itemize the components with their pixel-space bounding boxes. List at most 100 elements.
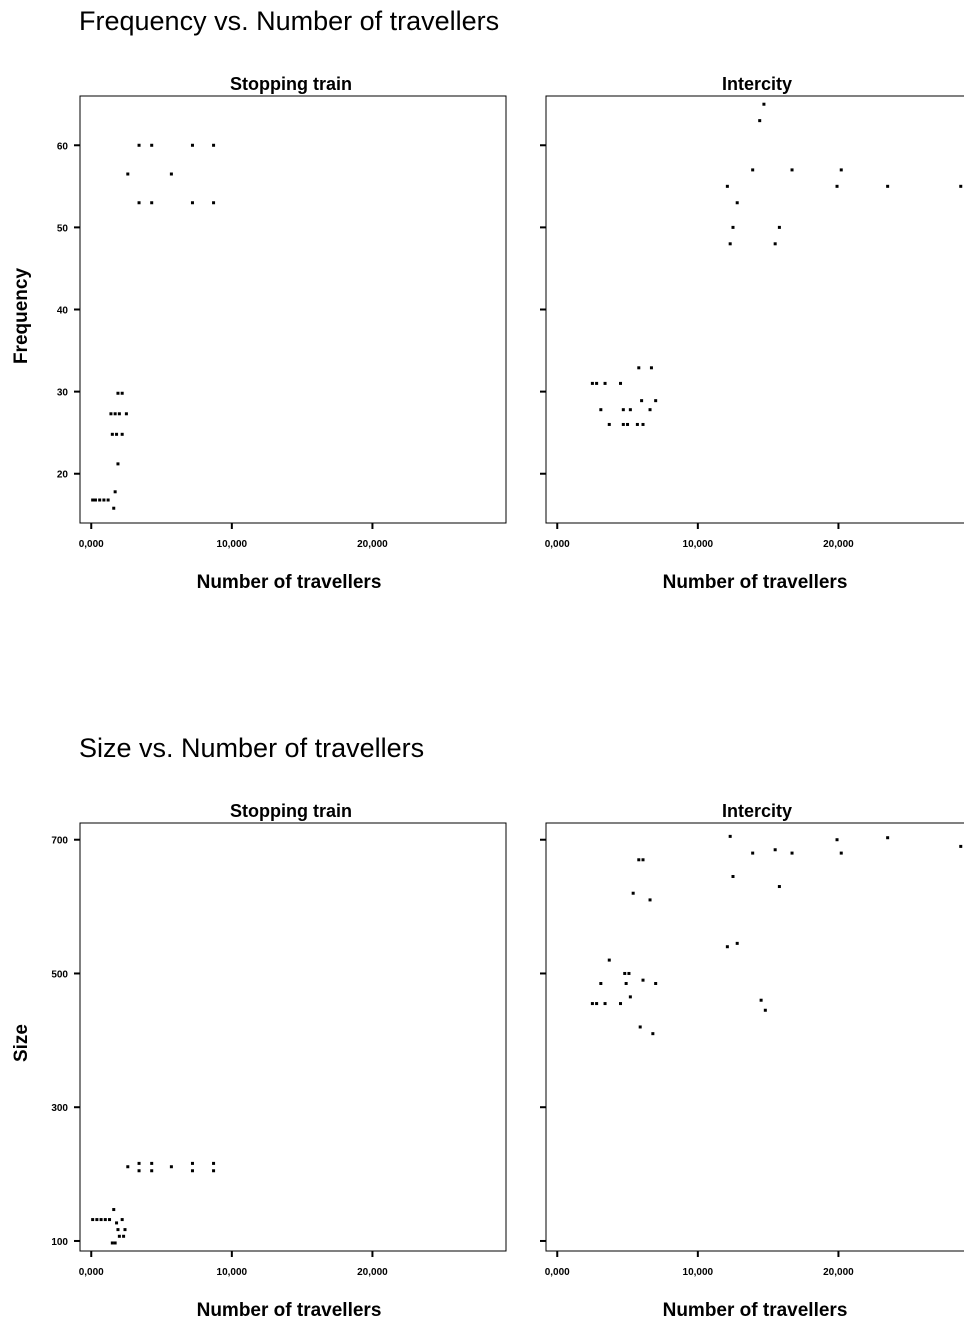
data-point <box>137 143 141 147</box>
plot-frame <box>545 95 964 524</box>
data-point <box>99 1218 103 1222</box>
data-point <box>773 848 777 852</box>
data-point <box>137 201 141 205</box>
data-point <box>150 1161 154 1165</box>
y-axis-label: Size <box>11 1024 32 1062</box>
data-point <box>113 1241 117 1245</box>
data-point <box>648 898 652 902</box>
data-point <box>641 978 645 982</box>
data-point <box>641 858 645 862</box>
data-point <box>735 941 739 945</box>
data-point <box>117 412 121 416</box>
data-point <box>631 891 635 895</box>
data-point <box>109 412 113 416</box>
data-point <box>150 1169 154 1173</box>
data-point <box>110 1241 114 1245</box>
y-tick-label: 700 <box>51 836 68 847</box>
data-point <box>120 432 124 436</box>
data-point <box>98 498 102 502</box>
data-point <box>110 432 114 436</box>
data-point <box>627 971 631 975</box>
x-tick-label: 0,000 <box>79 1267 104 1278</box>
data-point <box>599 408 603 412</box>
data-point <box>623 971 627 975</box>
x-tick-label: 0,000 <box>545 539 570 550</box>
panel-title: Stopping train <box>230 74 352 94</box>
data-point <box>169 1165 173 1169</box>
data-point <box>790 168 794 172</box>
data-point <box>624 982 628 985</box>
data-point <box>150 143 154 147</box>
data-point <box>751 851 755 855</box>
data-point <box>959 844 963 848</box>
data-point <box>93 498 97 502</box>
plot-frame <box>79 95 507 524</box>
data-point <box>758 119 762 123</box>
data-point <box>599 982 603 985</box>
x-tick-label: 10,000 <box>683 539 714 550</box>
data-point <box>95 1218 99 1222</box>
data-point <box>654 399 658 403</box>
data-point <box>763 1008 767 1012</box>
data-point <box>619 1002 623 1006</box>
data-point <box>120 391 124 395</box>
data-point <box>648 408 652 412</box>
data-point <box>731 225 735 229</box>
data-point <box>835 184 839 188</box>
data-point <box>635 422 639 426</box>
data-point <box>959 184 963 188</box>
data-point <box>103 1218 107 1222</box>
y-tick-label: 60 <box>57 141 69 152</box>
data-point <box>116 1228 120 1232</box>
x-tick-label: 20,000 <box>823 539 854 550</box>
data-point <box>628 408 632 412</box>
panel-title: Intercity <box>722 801 792 821</box>
data-point <box>595 381 599 385</box>
data-point <box>777 885 781 889</box>
data-point <box>590 381 594 385</box>
data-point <box>190 143 194 147</box>
data-point <box>126 1165 130 1169</box>
plot-frame <box>79 822 507 1252</box>
x-tick-label: 0,000 <box>545 1267 570 1278</box>
y-axis-label: Frequency <box>11 268 32 365</box>
data-point <box>607 958 611 962</box>
data-point <box>626 422 630 426</box>
data-point <box>190 1161 194 1165</box>
data-point <box>773 242 777 246</box>
data-point <box>116 391 120 395</box>
data-point <box>137 1161 141 1165</box>
data-point <box>640 399 644 403</box>
data-point <box>112 1208 116 1212</box>
data-point <box>126 172 130 176</box>
data-point <box>728 834 732 838</box>
data-point <box>112 506 116 510</box>
y-tick-label: 300 <box>51 1103 68 1114</box>
y-tick-label: 30 <box>57 388 69 399</box>
x-axis-label: Number of travellers <box>663 572 848 593</box>
data-point <box>839 851 843 855</box>
y-tick-label: 500 <box>51 969 68 980</box>
data-point <box>122 1234 126 1238</box>
data-point <box>621 408 625 412</box>
plot-frame <box>545 822 964 1252</box>
data-point <box>835 838 839 842</box>
data-point <box>212 201 216 205</box>
data-point <box>751 168 755 172</box>
data-point <box>641 422 645 426</box>
data-point <box>91 498 95 502</box>
y-tick-label: 100 <box>51 1237 68 1248</box>
data-point <box>628 995 632 999</box>
data-point <box>731 875 735 878</box>
panel-title: Intercity <box>722 74 792 94</box>
data-point <box>106 498 110 502</box>
data-point <box>638 1025 642 1029</box>
data-point <box>777 225 781 229</box>
y-tick-label: 40 <box>57 306 69 317</box>
data-point <box>115 432 119 436</box>
x-tick-label: 0,000 <box>79 539 104 550</box>
chart-title-size: Size vs. Number of travellers <box>79 733 425 763</box>
y-tick-label: 20 <box>57 470 69 481</box>
data-point <box>735 201 739 205</box>
